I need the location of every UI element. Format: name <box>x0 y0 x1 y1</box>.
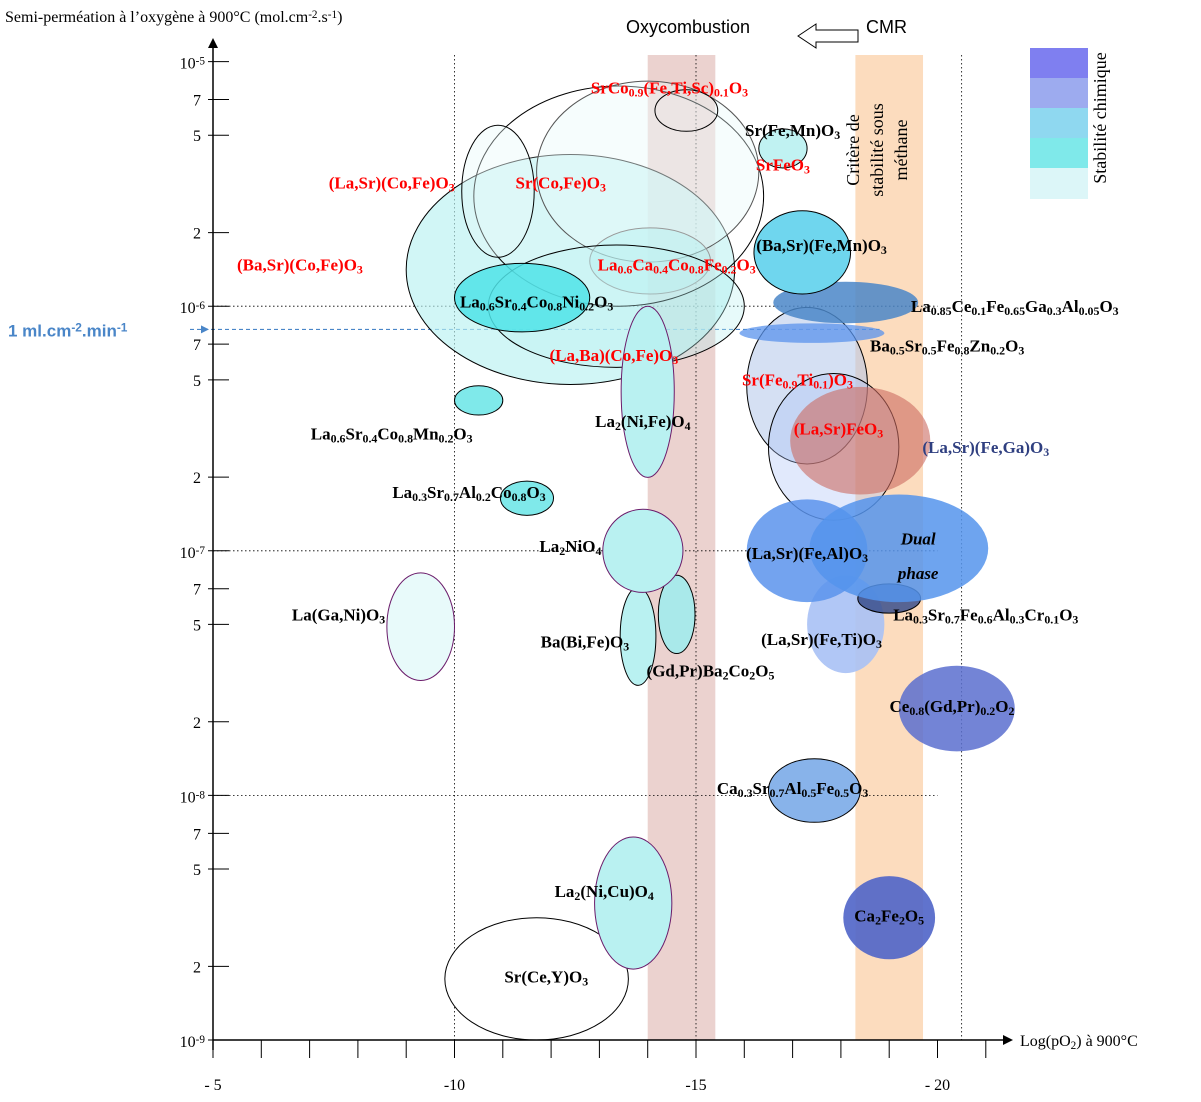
y-tick-label: 5 <box>193 128 201 145</box>
y-axis-arrow <box>208 38 218 48</box>
cmr-label: CMR <box>866 17 907 37</box>
x-tick-label: - 20 <box>925 1077 950 1094</box>
material-ellipse <box>602 508 684 593</box>
reference-arrow <box>201 325 209 334</box>
y-tick-label: 2 <box>193 959 201 976</box>
x-axis-arrow <box>1003 1035 1013 1045</box>
y-tick-label: 10-9 <box>180 1034 206 1051</box>
material-label: La0.6Sr0.4Co0.8Mn0.2O3 <box>311 424 473 445</box>
stability-swatch <box>1030 138 1088 169</box>
material-ellipse <box>767 758 861 823</box>
y-tick-label: 2 <box>193 470 201 487</box>
zone-label-methane: Critère de <box>843 114 863 185</box>
material-label: La2(Ni,Fe)O4 <box>595 412 691 433</box>
material-label: SrFeO3 <box>756 155 810 176</box>
x-tick-label: -15 <box>685 1077 706 1094</box>
cmr-arrow <box>797 23 859 49</box>
material-label: (La,Sr)FeO3 <box>794 420 884 441</box>
stability-swatch <box>1030 78 1088 109</box>
y-tick-label: 7 <box>193 337 201 354</box>
material-label: (Gd,Pr)Ba2Co2O5 <box>647 662 775 683</box>
y-tick-label: 7 <box>193 93 201 110</box>
material-ellipse <box>620 305 675 478</box>
y-tick-label: 7 <box>193 826 201 843</box>
material-label: (Ba,Sr)(Co,Fe)O3 <box>237 256 363 277</box>
zone-label-methane: stabilité sous <box>867 103 887 197</box>
material-label: Sr(Fe0.9Ti0.1)O3 <box>742 371 853 392</box>
x-tick-label: - 5 <box>204 1077 221 1094</box>
y-axis-title: Semi-perméation à l’oxygène à 900°C (mol… <box>5 9 342 26</box>
material-ellipse <box>594 836 673 970</box>
material-label: (La,Sr)(Fe,Ga)O3 <box>922 438 1049 459</box>
material-label: La(Ga,Ni)O3 <box>292 605 385 626</box>
material-ellipse <box>739 323 885 343</box>
material-ellipse <box>657 574 696 655</box>
material-label: La0.3Sr0.7Al0.2Co0.8O3 <box>392 483 545 504</box>
y-tick-label: 10-5 <box>180 55 206 72</box>
y-tick-label: 10-8 <box>180 789 206 806</box>
material-label: Sr(Co,Fe)O3 <box>516 174 607 195</box>
material-label: Sr(Ce,Y)O3 <box>504 967 588 988</box>
material-label: La2(Ni,Cu)O4 <box>555 882 654 903</box>
material-label: (La,Ba)(Co,Fe)O3 <box>550 346 679 367</box>
zone-label-oxycombustion: Oxycombustion <box>626 17 750 37</box>
material-ellipse <box>809 494 989 603</box>
material-label: Dual <box>900 530 936 549</box>
material-ellipse <box>454 262 591 333</box>
material-label: (Ba,Sr)(Fe,Mn)O3 <box>756 236 887 257</box>
cluster-ellipse <box>461 124 535 258</box>
y-tick-label: 10-7 <box>180 544 206 561</box>
material-label: (La,Sr)(Fe,Ti)O3 <box>761 630 882 651</box>
material-ellipse <box>386 572 456 681</box>
material-label: Sr(Fe,Mn)O3 <box>745 121 840 142</box>
material-ellipse <box>790 386 931 495</box>
material-ellipse <box>499 480 555 516</box>
material-label: La0.85Ce0.1Fe0.65Ga0.3Al0.05O3 <box>911 297 1119 318</box>
y-tick-label: 5 <box>193 373 201 390</box>
material-label: phase <box>896 564 939 583</box>
cluster-ellipse <box>589 227 711 295</box>
stability-legend-label: Stabilité chimique <box>1090 52 1110 183</box>
cluster-ellipse <box>758 128 808 169</box>
material-ellipse <box>843 876 936 960</box>
material-label: Ca2Fe2O5 <box>854 906 924 927</box>
material-label: Ba0.5Sr0.5Fe0.8Zn0.2O3 <box>870 336 1024 357</box>
y-tick-label: 10-6 <box>180 300 206 317</box>
material-ellipse <box>753 210 852 295</box>
y-tick-label: 7 <box>193 582 201 599</box>
material-label: (La,Sr)(Co,Fe)O3 <box>329 174 455 195</box>
stability-swatch <box>1030 48 1088 79</box>
zone-label-methane: méthane <box>891 120 911 181</box>
material-label: La0.6Ca0.4Co0.8Fe0.2O3 <box>598 256 756 277</box>
y-tick-label: 5 <box>193 617 201 634</box>
stability-swatch <box>1030 168 1088 199</box>
y-tick-label: 2 <box>193 715 201 732</box>
material-label: Ca0.3Sr0.7Al0.5Fe0.5O3 <box>717 779 868 800</box>
stability-swatch <box>1030 108 1088 139</box>
y-tick-label: 5 <box>193 862 201 879</box>
material-ellipse <box>898 665 1015 752</box>
material-label: SrCo0.9(Fe,Ti,Sc)0.1O3 <box>591 78 748 99</box>
material-label: La0.6Sr0.4Co0.8Ni0.2O3 <box>460 292 613 313</box>
material-label: La2NiO4 <box>539 537 601 558</box>
y-tick-label: 2 <box>193 226 201 243</box>
reference-label: 1 ml.cm-2.min-1 <box>8 321 128 341</box>
x-axis-title: Log(pO2) à 900°C <box>1020 1033 1138 1052</box>
material-label: La0.3Sr0.7Fe0.6Al0.3Cr0.1O3 <box>893 605 1078 626</box>
material-label: (La,Sr)(Fe,Al)O3 <box>746 544 868 565</box>
material-ellipse <box>454 385 504 416</box>
x-tick-label: -10 <box>444 1077 465 1094</box>
material-label: Ba(Bi,Fe)O3 <box>541 632 630 653</box>
material-label: Ce0.8(Gd,Pr)0.2O2 <box>890 697 1015 718</box>
material-ellipse <box>654 89 719 132</box>
